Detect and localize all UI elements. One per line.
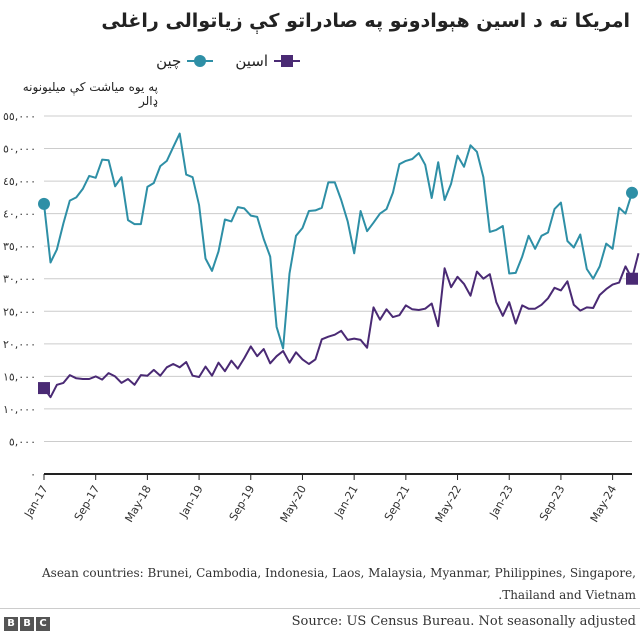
- x-tick-label: May-22: [433, 483, 465, 525]
- x-tick-label: Jan-21: [332, 483, 361, 521]
- series-line-asean: [43, 253, 640, 399]
- y-tick-label: ٥٠,٠٠٠: [3, 143, 36, 156]
- legend-asean-label: اسین: [235, 52, 268, 70]
- x-tick-label: May-20: [278, 483, 310, 525]
- y-tick-label: ١٥,٠٠٠: [3, 370, 36, 383]
- bbc-logo-letter: B: [20, 617, 34, 631]
- chart-title: امریکا ته د اسین هېوادونو په صادراتو کې …: [101, 10, 630, 32]
- y-tick-label: ٥,٠٠٠: [9, 435, 36, 448]
- x-tick-label: Sep-21: [382, 483, 413, 523]
- y-tick-label: ٣٥,٠٠٠: [3, 240, 36, 253]
- series-asean-end-marker: [626, 272, 638, 285]
- x-tick-label: Jan-17: [21, 483, 50, 521]
- bbc-logo-letter: C: [36, 617, 50, 631]
- y-tick-label: ٢٠,٠٠٠: [3, 338, 36, 351]
- asean-countries-note: Asean countries: Brunei, Cambodia, Indon…: [42, 566, 636, 602]
- y-tick-label: ٥٥,٠٠٠: [3, 110, 36, 123]
- x-tick-label: Jan-19: [176, 483, 205, 521]
- y-tick-label: ٤٥,٠٠٠: [3, 175, 36, 188]
- series-china-end-marker: [626, 186, 638, 199]
- y-tick-label: ٠: [30, 468, 36, 481]
- legend-item-china: چین: [156, 52, 214, 70]
- series-china-start-marker: [38, 197, 50, 210]
- x-tick-label: Sep-19: [227, 483, 258, 523]
- y-tick-label: ٣٠,٠٠٠: [3, 273, 36, 286]
- series-asean-start-marker: [38, 382, 50, 395]
- x-tick-label: Sep-17: [72, 483, 103, 523]
- x-tick-label: May-24: [588, 483, 620, 525]
- y-tick-label: ١٠,٠٠٠: [3, 403, 36, 416]
- legend-item-asean: اسین: [235, 52, 300, 70]
- y-tick-label: ٤٠,٠٠٠: [3, 208, 36, 221]
- legend-china-marker-icon: [187, 55, 214, 67]
- footer-divider: [0, 608, 640, 609]
- legend-asean-marker-icon: [274, 55, 300, 67]
- source-note: Source: US Census Bureau. Not seasonally…: [291, 614, 636, 629]
- bbc-logo-letter: B: [4, 617, 18, 631]
- line-chart: ٠ ٥,٠٠٠ ١٠,٠٠٠ ١٥,٠٠٠ ٢٠,٠٠٠ ٢٥,٠٠٠ ٣٠,٠٠٠ ٣٥,٠…: [3, 110, 640, 525]
- x-tick-label: Sep-23: [537, 483, 568, 523]
- y-axis-label: په یوه میاشت کې میلیونونه ډالر: [22, 80, 158, 108]
- x-tick-label: Jan-23: [487, 483, 516, 521]
- bbc-logo: B B C: [4, 617, 50, 631]
- series-line-china: [43, 132, 633, 350]
- y-tick-label: ٢٥,٠٠٠: [3, 305, 36, 318]
- x-tick-label: May-18: [122, 483, 154, 525]
- legend-china-label: چین: [156, 52, 182, 70]
- legend: اسین چین: [156, 52, 300, 70]
